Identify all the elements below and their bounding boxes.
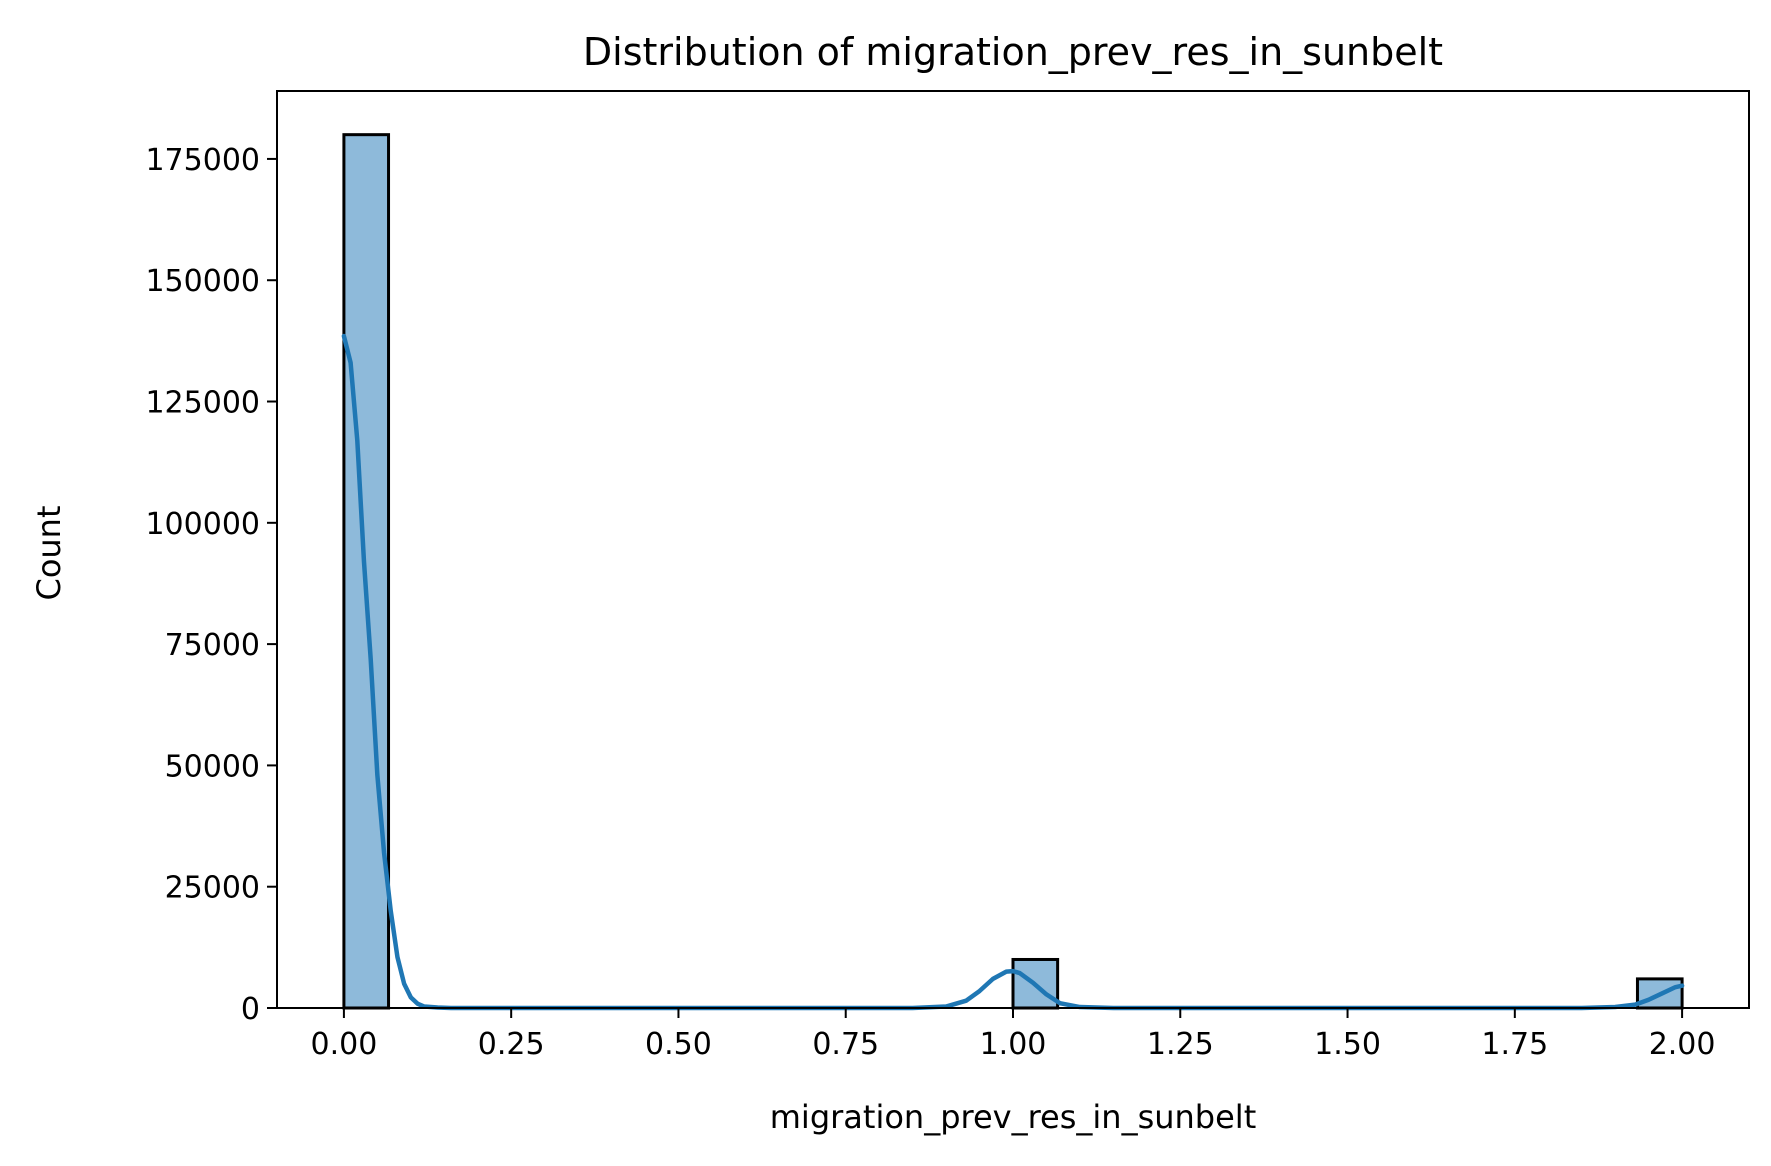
x-tick-label: 1.00 xyxy=(980,1027,1047,1062)
x-tick-label: 1.25 xyxy=(1147,1027,1214,1062)
y-axis-label: Count xyxy=(30,505,68,600)
x-tick-label: 0.75 xyxy=(812,1027,879,1062)
y-tick-label: 150000 xyxy=(145,264,260,299)
x-axis-ticks: 0.00 0.25 0.50 0.75 1.00 1.25 1.50 1.75 2.00 xyxy=(311,1008,1716,1062)
x-axis-label: migration_prev_res_in_sunbelt xyxy=(770,1098,1256,1136)
x-tick-label: 1.50 xyxy=(1314,1027,1381,1062)
x-tick-label: 1.75 xyxy=(1481,1027,1548,1062)
bars-group xyxy=(342,133,1684,1010)
y-tick-label: 75000 xyxy=(165,628,260,663)
x-tick-label: 0.00 xyxy=(311,1027,378,1062)
x-tick-label: 0.50 xyxy=(645,1027,712,1062)
x-tick-label: 0.25 xyxy=(478,1027,545,1062)
plot-area xyxy=(276,90,1750,1011)
y-tick-label: 0 xyxy=(241,992,260,1027)
y-tick-label: 100000 xyxy=(145,507,260,542)
y-tick-label: 25000 xyxy=(165,871,260,906)
y-axis-ticks: 0 25000 50000 75000 100000 125000 150000 175000 xyxy=(145,143,277,1027)
x-tick-label: 2.00 xyxy=(1649,1027,1716,1062)
chart-title: Distribution of migration_prev_res_in_su… xyxy=(583,30,1443,74)
y-tick-label: 175000 xyxy=(145,143,260,178)
y-tick-label: 125000 xyxy=(145,386,260,421)
y-tick-label: 50000 xyxy=(165,749,260,784)
